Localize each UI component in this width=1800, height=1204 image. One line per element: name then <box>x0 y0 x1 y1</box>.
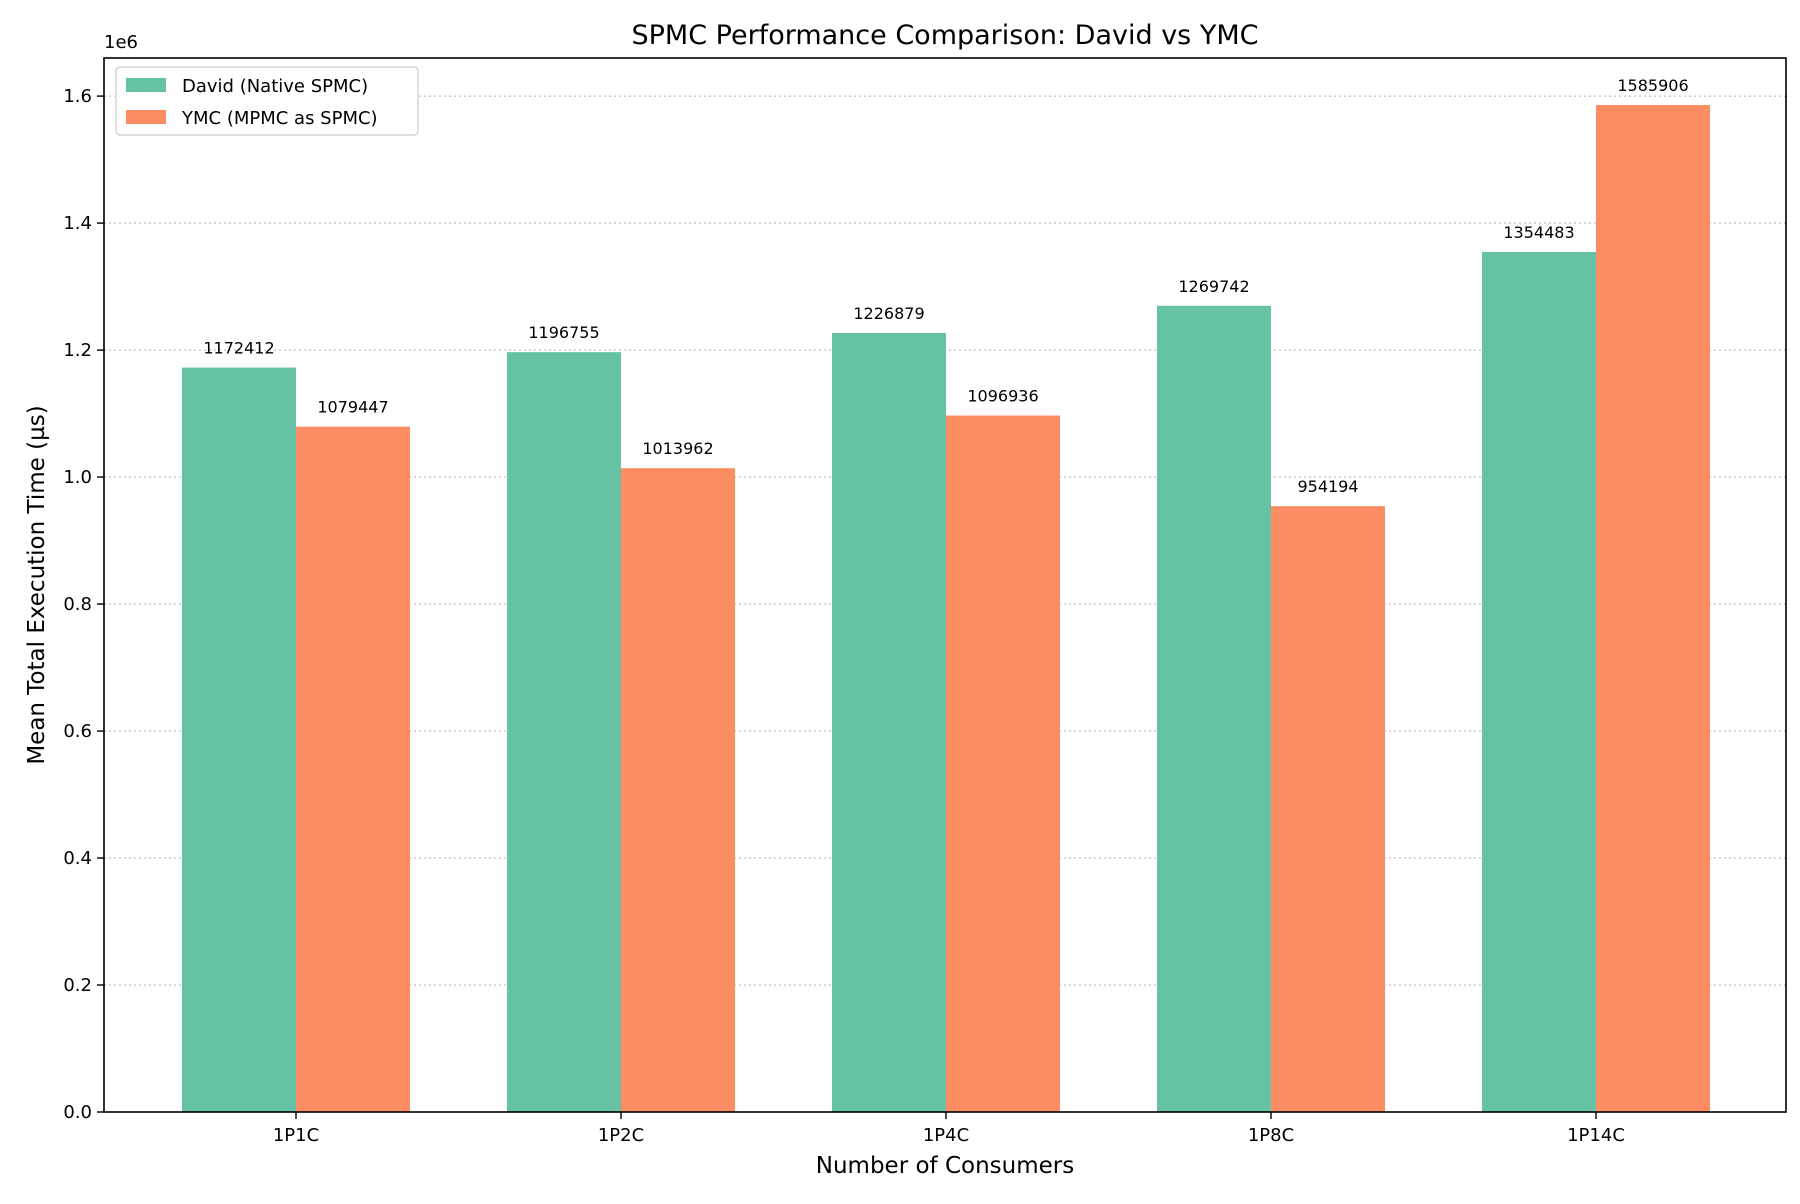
bar-value-label: 1096936 <box>967 387 1038 406</box>
y-tick-label: 1.0 <box>63 467 92 488</box>
y-tick-label: 0.4 <box>63 848 92 869</box>
bar-value-label: 1079447 <box>317 398 388 417</box>
x-tick-label: 1P4C <box>923 1125 969 1146</box>
y-tick-label: 1.2 <box>63 340 92 361</box>
bar-ymc <box>621 468 735 1113</box>
y-axis-ticks: 0.0 0.2 0.4 0.6 0.8 1.0 1.2 1.4 1.6 <box>63 86 104 1123</box>
legend-label-ymc: YMC (MPMC as SPMC) <box>181 108 378 129</box>
bars <box>182 105 1710 1113</box>
x-tick-label: 1P14C <box>1567 1125 1625 1146</box>
bar-value-label: 1196755 <box>528 323 599 342</box>
legend-swatch-david <box>126 78 166 92</box>
legend: David (Native SPMC) YMC (MPMC as SPMC) <box>115 66 419 136</box>
bar-david <box>1482 251 1596 1113</box>
bar-value-label: 1354483 <box>1503 223 1574 242</box>
bar-david <box>507 352 621 1112</box>
bar-david <box>182 367 296 1113</box>
y-tick-label: 0.2 <box>63 975 92 996</box>
bar-value-label: 1585906 <box>1617 76 1688 95</box>
y-tick-label: 1.6 <box>63 86 92 107</box>
bar-value-label: 954194 <box>1297 477 1358 496</box>
bar-david <box>832 333 946 1112</box>
chart-title: SPMC Performance Comparison: David vs YM… <box>632 20 1259 51</box>
bar-value-label: 1013962 <box>642 439 713 458</box>
bar-value-label: 1226879 <box>853 304 924 323</box>
bar-ymc <box>946 415 1060 1112</box>
y-tick-label: 1.4 <box>63 213 92 234</box>
legend-box <box>115 66 419 136</box>
x-axis-title: Number of Consumers <box>816 1153 1074 1179</box>
x-tick-label: 1P8C <box>1248 1125 1294 1146</box>
bar-ymc <box>1271 506 1385 1112</box>
bar-ymc <box>1596 105 1710 1112</box>
bar-ymc <box>296 426 410 1112</box>
y-tick-label: 0.0 <box>63 1102 92 1123</box>
plot-frame <box>103 57 1787 1113</box>
x-axis-ticks: 1P1C 1P2C 1P4C 1P8C 1P14C <box>273 1112 1625 1146</box>
legend-swatch-ymc <box>126 110 166 124</box>
bar-value-label: 1172412 <box>203 339 274 358</box>
bar-value-label: 1269742 <box>1178 277 1249 296</box>
y-tick-label: 0.6 <box>63 721 92 742</box>
y-axis-title: Mean Total Execution Time (µs) <box>24 405 50 764</box>
legend-label-david: David (Native SPMC) <box>182 76 368 97</box>
bar-david <box>1157 305 1271 1113</box>
bar-value-labels: 1172412 1079447 1196755 1013962 1226879 10969… <box>203 76 1688 496</box>
x-tick-label: 1P1C <box>273 1125 319 1146</box>
y-tick-label: 0.8 <box>63 594 92 615</box>
x-tick-label: 1P2C <box>598 1125 644 1146</box>
y-axis-offset-label: 1e6 <box>104 32 138 53</box>
